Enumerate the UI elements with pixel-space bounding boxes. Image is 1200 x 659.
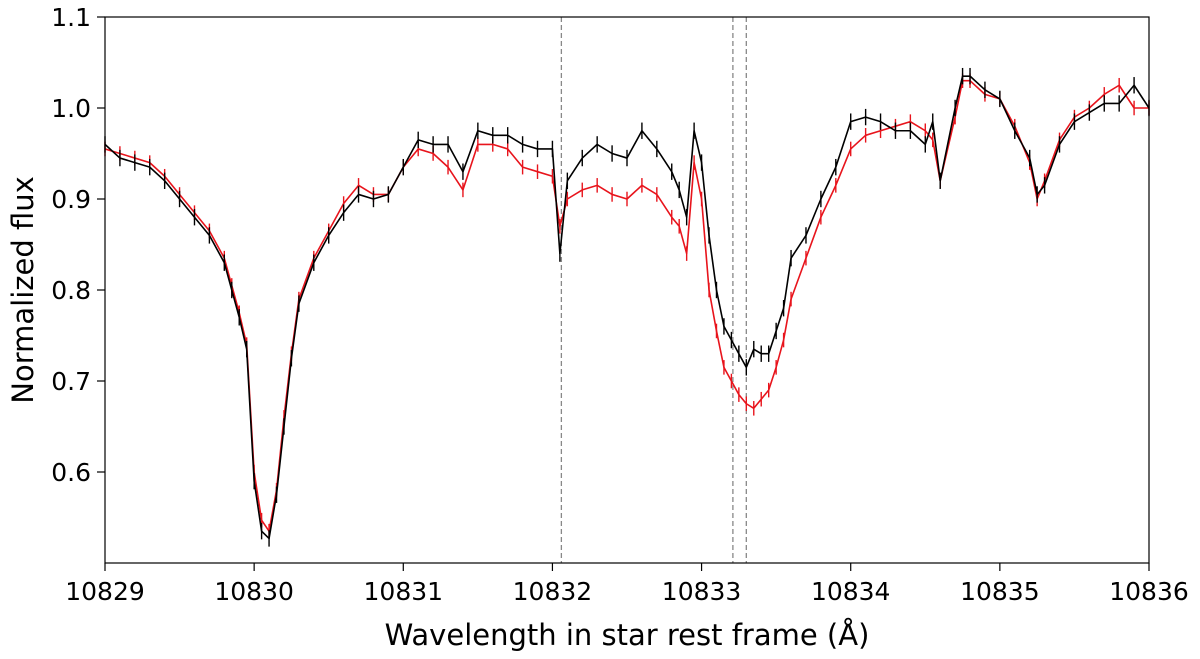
y-tick-label: 0.9 <box>51 185 91 214</box>
x-tick-label: 10835 <box>960 577 1040 606</box>
series-1 <box>104 67 1150 547</box>
x-tick-label: 10829 <box>65 577 145 606</box>
x-axis: 10829 10830 10831 10832 10833 10834 10835 10836 <box>65 563 1189 606</box>
y-tick-label: 0.7 <box>51 367 91 396</box>
series-line <box>104 75 1150 540</box>
y-tick-label: 1.0 <box>51 94 91 123</box>
x-tick-label: 10832 <box>513 577 593 606</box>
x-tick-label: 10833 <box>662 577 742 606</box>
vline-group <box>560 17 747 563</box>
y-axis-title: Normalized flux <box>6 176 40 403</box>
y-tick-label: 0.6 <box>51 458 91 487</box>
x-tick-label: 10831 <box>364 577 444 606</box>
plot-frame <box>104 16 1150 564</box>
series-line <box>104 79 1149 532</box>
x-tick-label: 10834 <box>811 577 891 606</box>
y-tick-label: 1.1 <box>51 3 91 32</box>
x-tick-label: 10830 <box>214 577 294 606</box>
x-tick-label: 10836 <box>1109 577 1189 606</box>
x-axis-title: Wavelength in star rest frame (Å) <box>385 618 870 652</box>
series-group <box>104 67 1150 547</box>
series-0 <box>104 73 1150 539</box>
y-tick-label: 0.8 <box>51 276 91 305</box>
y-axis: 0.6 0.7 0.8 0.9 1.0 1.1 <box>51 3 105 487</box>
